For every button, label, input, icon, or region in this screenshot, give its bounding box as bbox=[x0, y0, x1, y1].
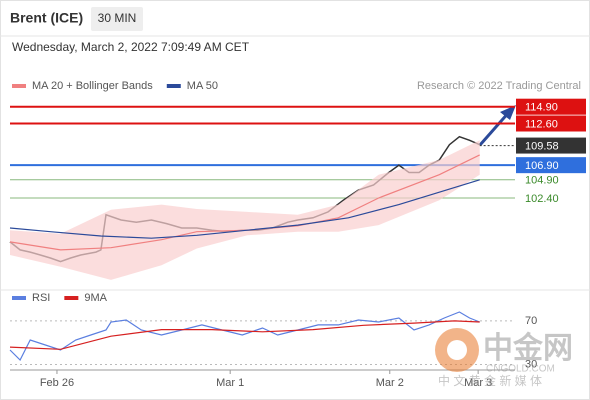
level-label: 106.90 bbox=[525, 160, 559, 172]
x-tick-label: Mar 2 bbox=[376, 377, 404, 389]
watermark-logo-inner bbox=[447, 340, 467, 360]
instrument-title: Brent (ICE) bbox=[10, 10, 83, 26]
level-label: 109.58 bbox=[525, 140, 559, 152]
level-label-box bbox=[516, 98, 586, 115]
legend-label: RSI bbox=[32, 292, 50, 304]
source: Research © 2022 Trading Central bbox=[417, 80, 581, 92]
trend-arrow bbox=[478, 110, 512, 146]
level-label: 112.60 bbox=[525, 118, 558, 130]
level-label: 102.40 bbox=[525, 193, 559, 205]
x-tick-label: Mar 1 bbox=[216, 377, 244, 389]
series-line bbox=[9, 311, 480, 362]
series-line bbox=[9, 320, 480, 350]
level-label: 104.90 bbox=[525, 175, 559, 187]
arrow-head bbox=[500, 105, 516, 120]
y-tick-label: 70 bbox=[525, 315, 537, 327]
series-line bbox=[9, 179, 480, 239]
watermark-site: CNGOLD.COM bbox=[486, 364, 555, 375]
timeframe-box[interactable] bbox=[91, 7, 143, 31]
level-label-box bbox=[516, 115, 586, 132]
level-label-box bbox=[516, 157, 586, 174]
watermark-name: 中金网 bbox=[483, 331, 573, 365]
legend-label: 9MA bbox=[84, 292, 107, 304]
legend-label: MA 50 bbox=[187, 80, 218, 92]
timestamp: Wednesday, March 2, 2022 7:09:49 AM CET bbox=[12, 40, 250, 54]
legend-label: MA 20 + Bollinger Bands bbox=[32, 80, 153, 92]
timeframe[interactable]: 30 MIN bbox=[98, 11, 137, 25]
x-tick-label: Feb 26 bbox=[40, 377, 74, 389]
level-label-box bbox=[516, 137, 586, 154]
watermark-tagline: 中 文 黄 金 新 媒 体 bbox=[438, 373, 542, 388]
x-tick-label: Mar 3 bbox=[464, 377, 492, 389]
watermark: 中金网 CNGOLD.COM 中 文 黄 金 新 媒 体 bbox=[435, 328, 573, 388]
level-label: 114.90 bbox=[525, 102, 558, 114]
y-tick-label: 30 bbox=[525, 358, 537, 370]
